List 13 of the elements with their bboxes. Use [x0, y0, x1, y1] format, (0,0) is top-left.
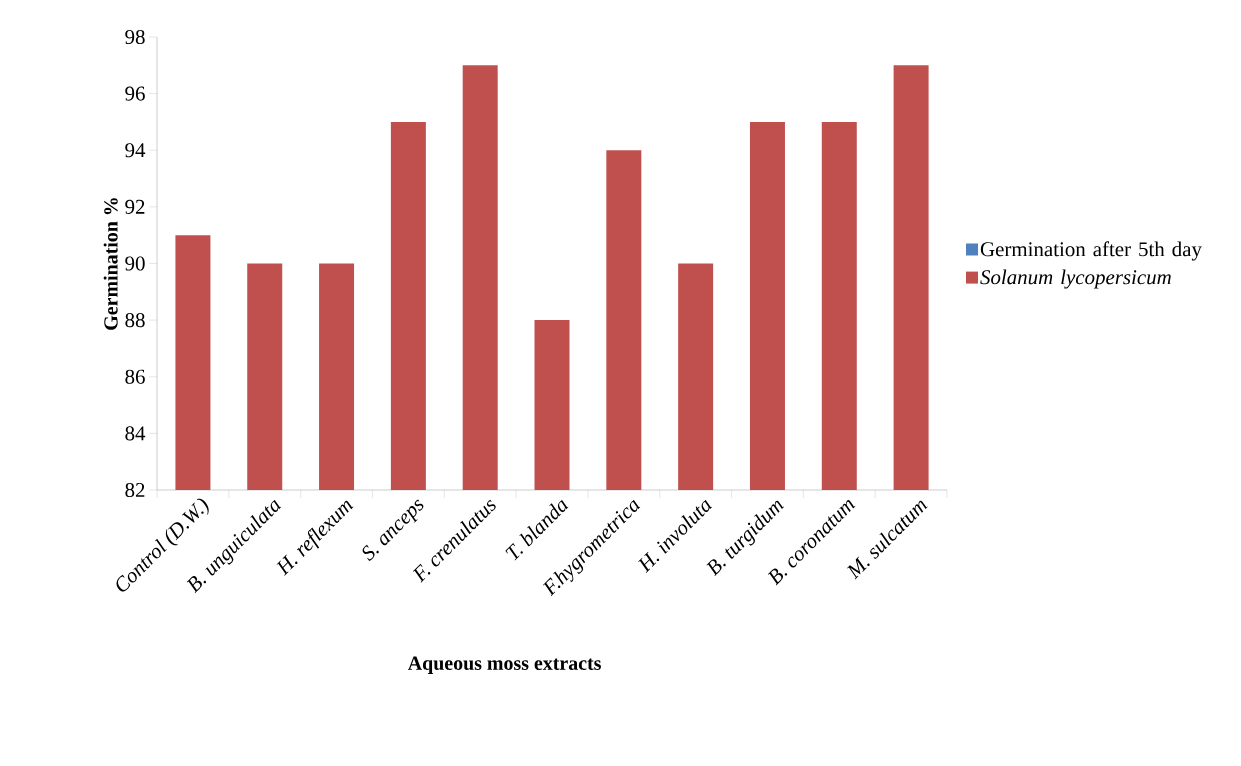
- y-tick-label: 86: [125, 369, 145, 384]
- y-tick-label: 84: [125, 426, 146, 441]
- y-tick-label: 94: [125, 143, 146, 158]
- y-tick-label: 88: [125, 313, 145, 328]
- y-tick-label: 82: [125, 482, 145, 498]
- legend-label: Germination after 5th day: [980, 241, 1202, 261]
- y-tick-label: 96: [125, 86, 145, 101]
- y-tick-label: 92: [125, 199, 145, 214]
- y-tick-label: 90: [125, 256, 145, 271]
- y-axis-title: Germination %: [103, 198, 118, 330]
- legend-label: Solanum lycopersicum: [980, 269, 1171, 289]
- x-axis-title: Aqueous moss extracts: [407, 656, 601, 674]
- y-tick-label: 98: [125, 29, 145, 45]
